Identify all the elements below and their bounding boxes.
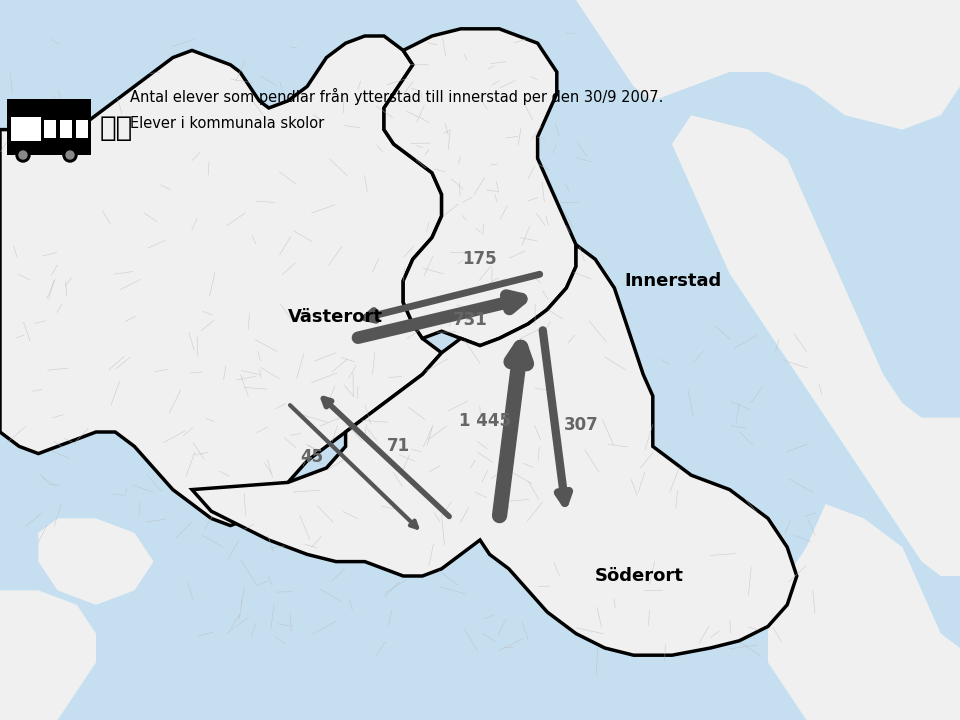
Polygon shape bbox=[672, 115, 960, 576]
Text: 71: 71 bbox=[387, 438, 410, 456]
Polygon shape bbox=[192, 245, 797, 655]
Text: Västerort: Västerort bbox=[288, 308, 383, 326]
Polygon shape bbox=[576, 0, 960, 130]
Polygon shape bbox=[0, 36, 442, 526]
Text: 731: 731 bbox=[453, 311, 488, 330]
Polygon shape bbox=[384, 29, 576, 346]
FancyBboxPatch shape bbox=[7, 99, 91, 155]
Circle shape bbox=[63, 148, 77, 162]
Text: Antal elever som pendlar från ytterstad till innerstad per den 30/9 2007.: Antal elever som pendlar från ytterstad … bbox=[130, 88, 663, 105]
Circle shape bbox=[19, 151, 27, 159]
Text: Innerstad: Innerstad bbox=[624, 272, 721, 290]
Text: 1 445: 1 445 bbox=[459, 412, 511, 431]
Bar bbox=[60, 120, 72, 138]
Polygon shape bbox=[38, 518, 154, 605]
Polygon shape bbox=[0, 590, 96, 720]
Polygon shape bbox=[768, 504, 960, 720]
Text: 45: 45 bbox=[300, 448, 324, 467]
Bar bbox=[76, 120, 88, 138]
Circle shape bbox=[16, 148, 30, 162]
Text: 307: 307 bbox=[564, 416, 598, 433]
Text: 175: 175 bbox=[463, 251, 497, 269]
Bar bbox=[44, 120, 56, 138]
Circle shape bbox=[66, 151, 74, 159]
Text: 🚶🚶: 🚶🚶 bbox=[100, 114, 133, 142]
Text: Söderort: Söderort bbox=[595, 567, 684, 585]
FancyBboxPatch shape bbox=[11, 117, 41, 141]
Text: Elever i kommunala skolor: Elever i kommunala skolor bbox=[130, 116, 324, 131]
